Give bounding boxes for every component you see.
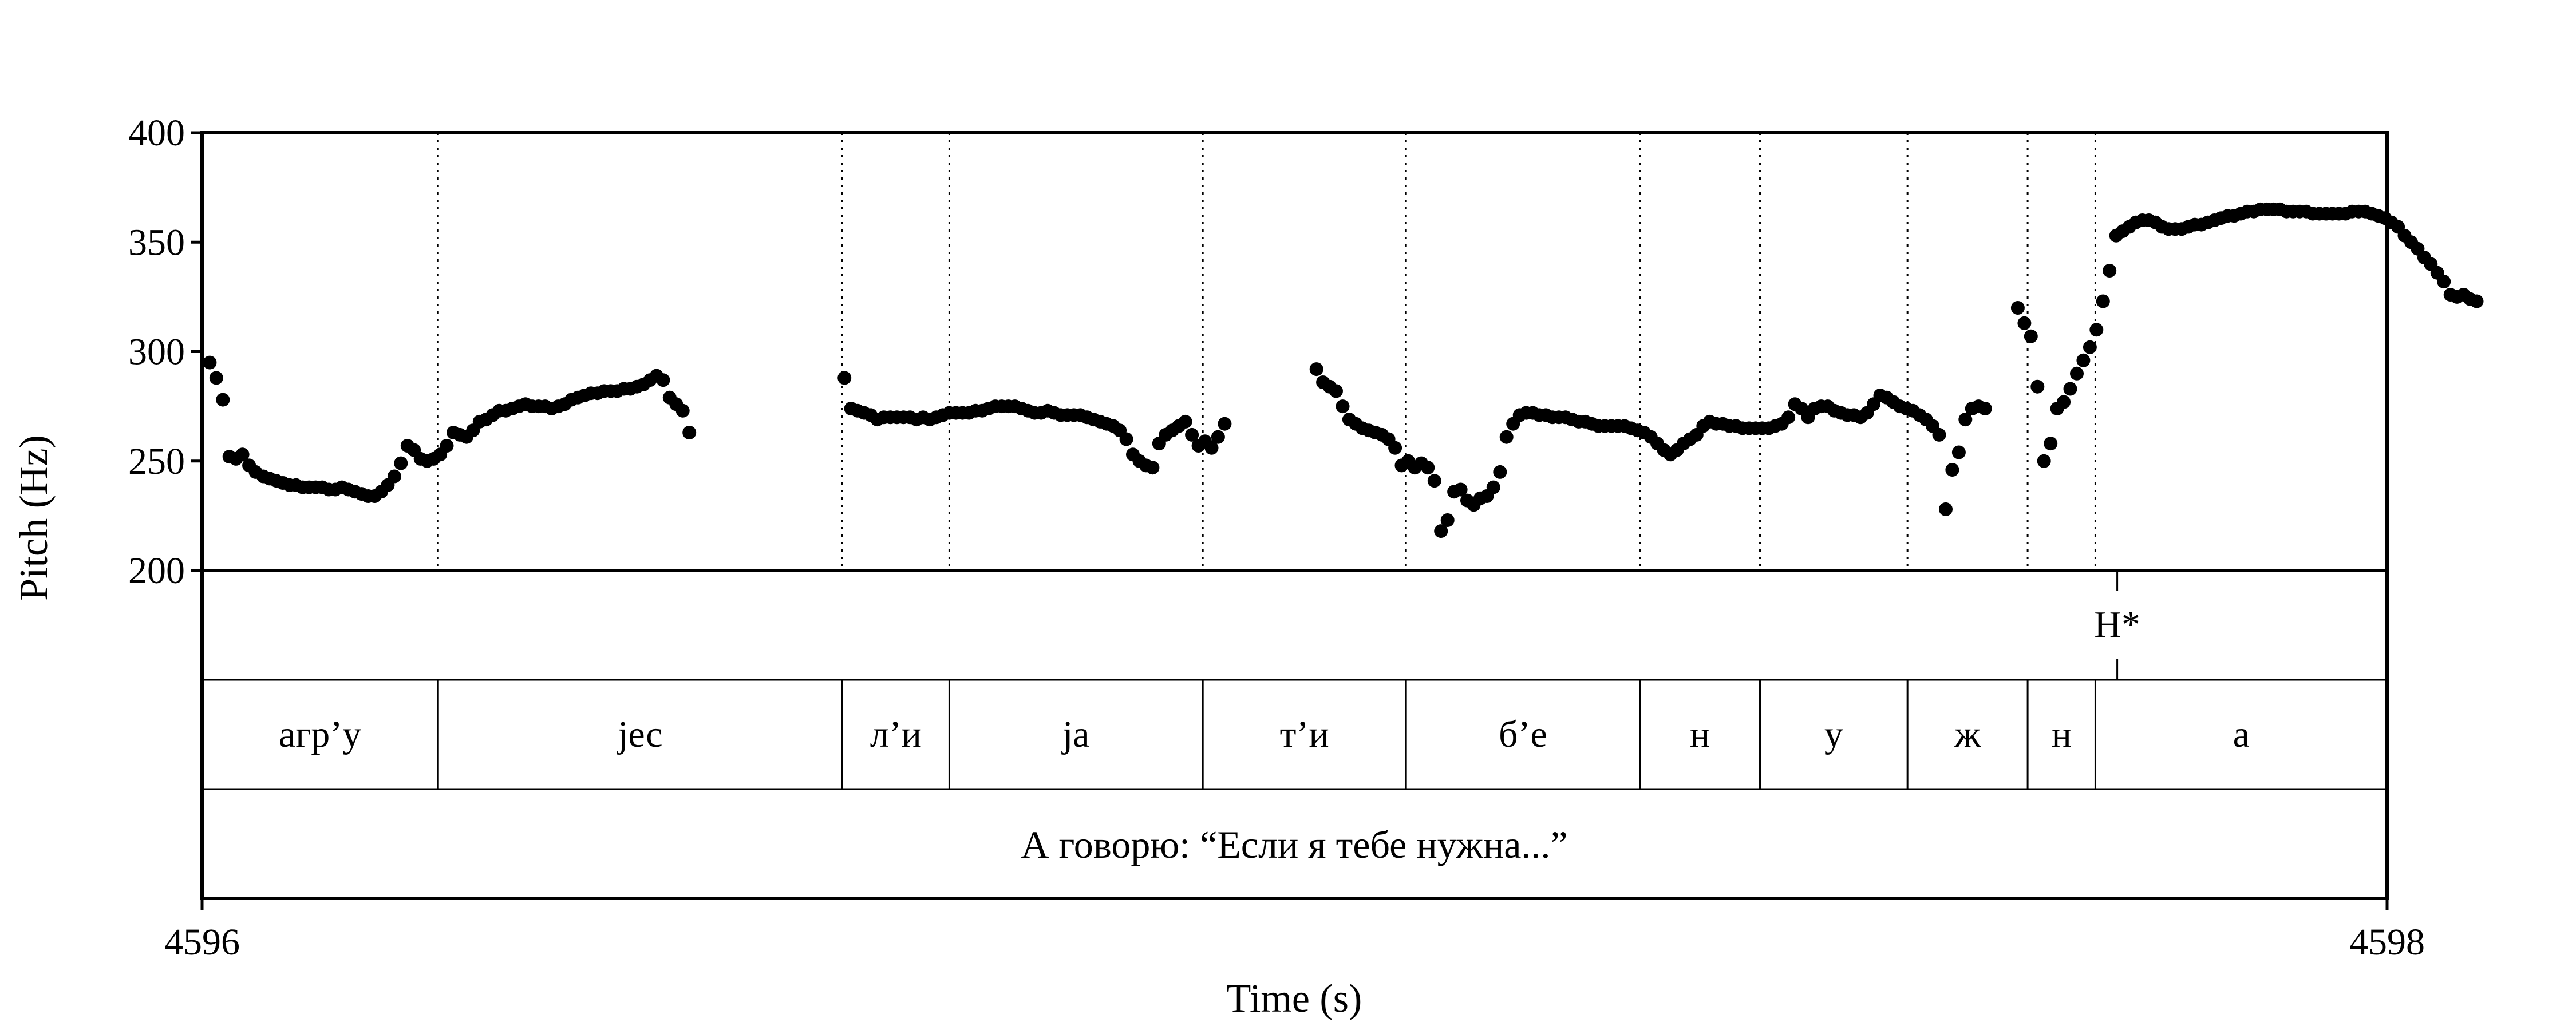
pitch-points xyxy=(203,202,2484,538)
pitch-point xyxy=(2030,379,2045,394)
pitch-point xyxy=(2096,294,2110,308)
outer-frame xyxy=(200,131,2389,900)
pitch-point xyxy=(235,447,250,462)
pitch-point xyxy=(2076,353,2091,367)
segment-label: у xyxy=(1824,714,1843,755)
pitch-point xyxy=(1493,465,1507,479)
pitch-point xyxy=(1329,384,1343,398)
y-axis-ticks: 200 250 300 350 400 xyxy=(128,112,202,592)
pitch-point xyxy=(1453,482,1468,497)
y-tick-label: 200 xyxy=(128,550,185,592)
tone-tier-frame xyxy=(201,569,2388,681)
x-axis-ticks: 4596 4598 xyxy=(164,898,2425,963)
segment-label: ж xyxy=(1954,714,1981,755)
pitch-point xyxy=(1309,362,1323,377)
pitch-point xyxy=(2037,454,2051,468)
segment-label: агр’у xyxy=(279,714,361,755)
pitch-point xyxy=(1204,441,1219,455)
pitch-point xyxy=(1427,474,1441,488)
pitch-point xyxy=(2017,316,2032,330)
pitch-point xyxy=(2057,395,2071,409)
y-tick-label: 300 xyxy=(128,331,185,373)
pitch-point xyxy=(1211,430,1225,444)
tone-label: H* xyxy=(2094,604,2140,645)
pitch-point xyxy=(1388,441,1402,455)
pitch-point xyxy=(2010,301,2025,315)
segment-label: б’е xyxy=(1499,714,1547,755)
pitch-point xyxy=(209,371,223,385)
y-axis-title: Pitch (Hz) xyxy=(12,435,56,601)
tone-labels: H* xyxy=(2094,571,2140,680)
pitch-point xyxy=(2070,366,2084,381)
pitch-point xyxy=(1939,502,1953,516)
pitch-point xyxy=(1178,414,1192,429)
y-tick-label: 250 xyxy=(128,441,185,482)
pitch-point xyxy=(1145,461,1160,475)
pitch-point xyxy=(2103,264,2117,278)
pitch-point xyxy=(1185,427,1199,442)
y-tick-label: 350 xyxy=(128,221,185,263)
pitch-point xyxy=(2437,275,2451,289)
pitch-point xyxy=(1951,445,1966,459)
pitch-point xyxy=(1440,513,1455,527)
segment-label: jа xyxy=(1061,714,1090,755)
pitch-point xyxy=(387,469,401,484)
segment-label: н xyxy=(2052,714,2072,755)
pitch-point xyxy=(1932,427,1946,442)
pitch-point xyxy=(675,403,690,418)
pitch-point xyxy=(1958,413,1973,427)
pitch-point xyxy=(2044,437,2058,451)
pitch-point xyxy=(2083,340,2097,354)
pitch-point xyxy=(1978,402,1992,415)
pitch-point xyxy=(1945,463,1959,477)
pitch-point xyxy=(216,393,230,407)
pitch-plot-frame xyxy=(200,131,2389,572)
pitch-point xyxy=(1499,430,1514,444)
pitch-point xyxy=(682,426,697,439)
pitch-point xyxy=(1486,480,1500,494)
segment-label: jес xyxy=(617,714,663,755)
segment-labels: агр’у jес л’и jа т’и б’е н у ж н а xyxy=(279,714,2250,755)
pitch-point xyxy=(203,355,217,370)
pitch-point xyxy=(1119,432,1133,446)
pitch-point xyxy=(1218,417,1232,431)
segment-label: т’и xyxy=(1280,714,1329,755)
pitch-point xyxy=(440,439,454,453)
x-axis-title: Time (s) xyxy=(1227,977,1362,1021)
segment-boundaries xyxy=(437,133,2096,789)
pitch-point xyxy=(656,373,670,387)
x-tick-label: 4598 xyxy=(2349,921,2425,963)
pitch-point xyxy=(1421,461,1435,475)
pitch-point xyxy=(1434,524,1448,538)
y-tick-label: 400 xyxy=(128,112,185,154)
pitch-point xyxy=(2470,294,2484,308)
segment-label: а xyxy=(2233,714,2250,755)
segment-label: л’и xyxy=(870,714,922,755)
pitch-point xyxy=(2063,382,2077,396)
pitch-point xyxy=(2024,329,2038,343)
pitch-point xyxy=(394,456,408,470)
pitch-point xyxy=(2089,323,2104,337)
x-tick-label: 4596 xyxy=(164,921,240,963)
pitch-point xyxy=(1781,410,1796,425)
pitch-point xyxy=(837,371,852,385)
segment-label: н xyxy=(1690,714,1710,755)
pitch-point xyxy=(1336,399,1350,414)
sentence-label: А говорю: “Если я тебе нужна...” xyxy=(1021,823,1567,866)
